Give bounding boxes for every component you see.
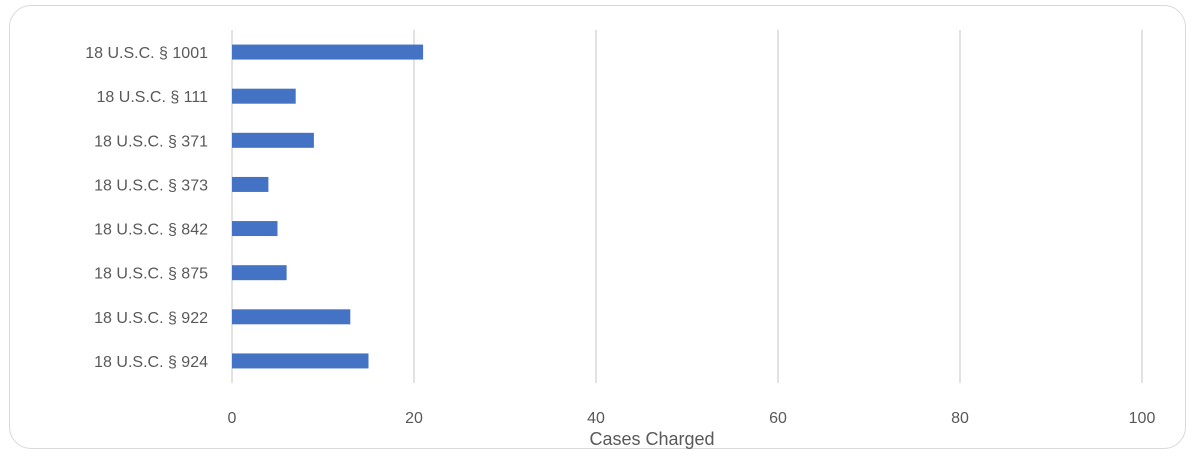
bar <box>232 176 269 192</box>
x-tick-label: 60 <box>769 410 787 427</box>
category-label: 18 U.S.C. § 842 <box>94 222 208 239</box>
category-label: 18 U.S.C. § 1001 <box>85 45 208 62</box>
category-label: 18 U.S.C. § 371 <box>94 133 208 150</box>
bar <box>232 221 278 237</box>
bar <box>232 265 287 281</box>
bar <box>232 44 424 60</box>
bar <box>232 132 314 148</box>
x-axis-title: Cases Charged <box>589 429 714 449</box>
bar <box>232 353 369 369</box>
category-label: 18 U.S.C. § 373 <box>94 177 208 194</box>
category-labels: 18 U.S.C. § 1001 18 U.S.C. § 111 18 U.S.C.… <box>85 45 208 371</box>
gridlines <box>231 30 1143 383</box>
chart-frame <box>9 5 1186 449</box>
x-tick-label: 80 <box>951 410 969 427</box>
x-tick-label: 20 <box>405 410 423 427</box>
x-tick-label: 40 <box>587 410 605 427</box>
bar <box>232 309 351 325</box>
bar <box>232 88 296 104</box>
x-tick-label: 0 <box>228 410 237 427</box>
x-tick-label: 100 <box>1129 410 1156 427</box>
category-label: 18 U.S.C. § 111 <box>97 89 209 106</box>
category-label: 18 U.S.C. § 922 <box>94 310 208 327</box>
x-tick-labels: 0 20 40 60 80 100 <box>228 410 1156 427</box>
category-label: 18 U.S.C. § 924 <box>94 354 208 371</box>
bars <box>232 44 424 369</box>
category-label: 18 U.S.C. § 875 <box>94 266 208 283</box>
